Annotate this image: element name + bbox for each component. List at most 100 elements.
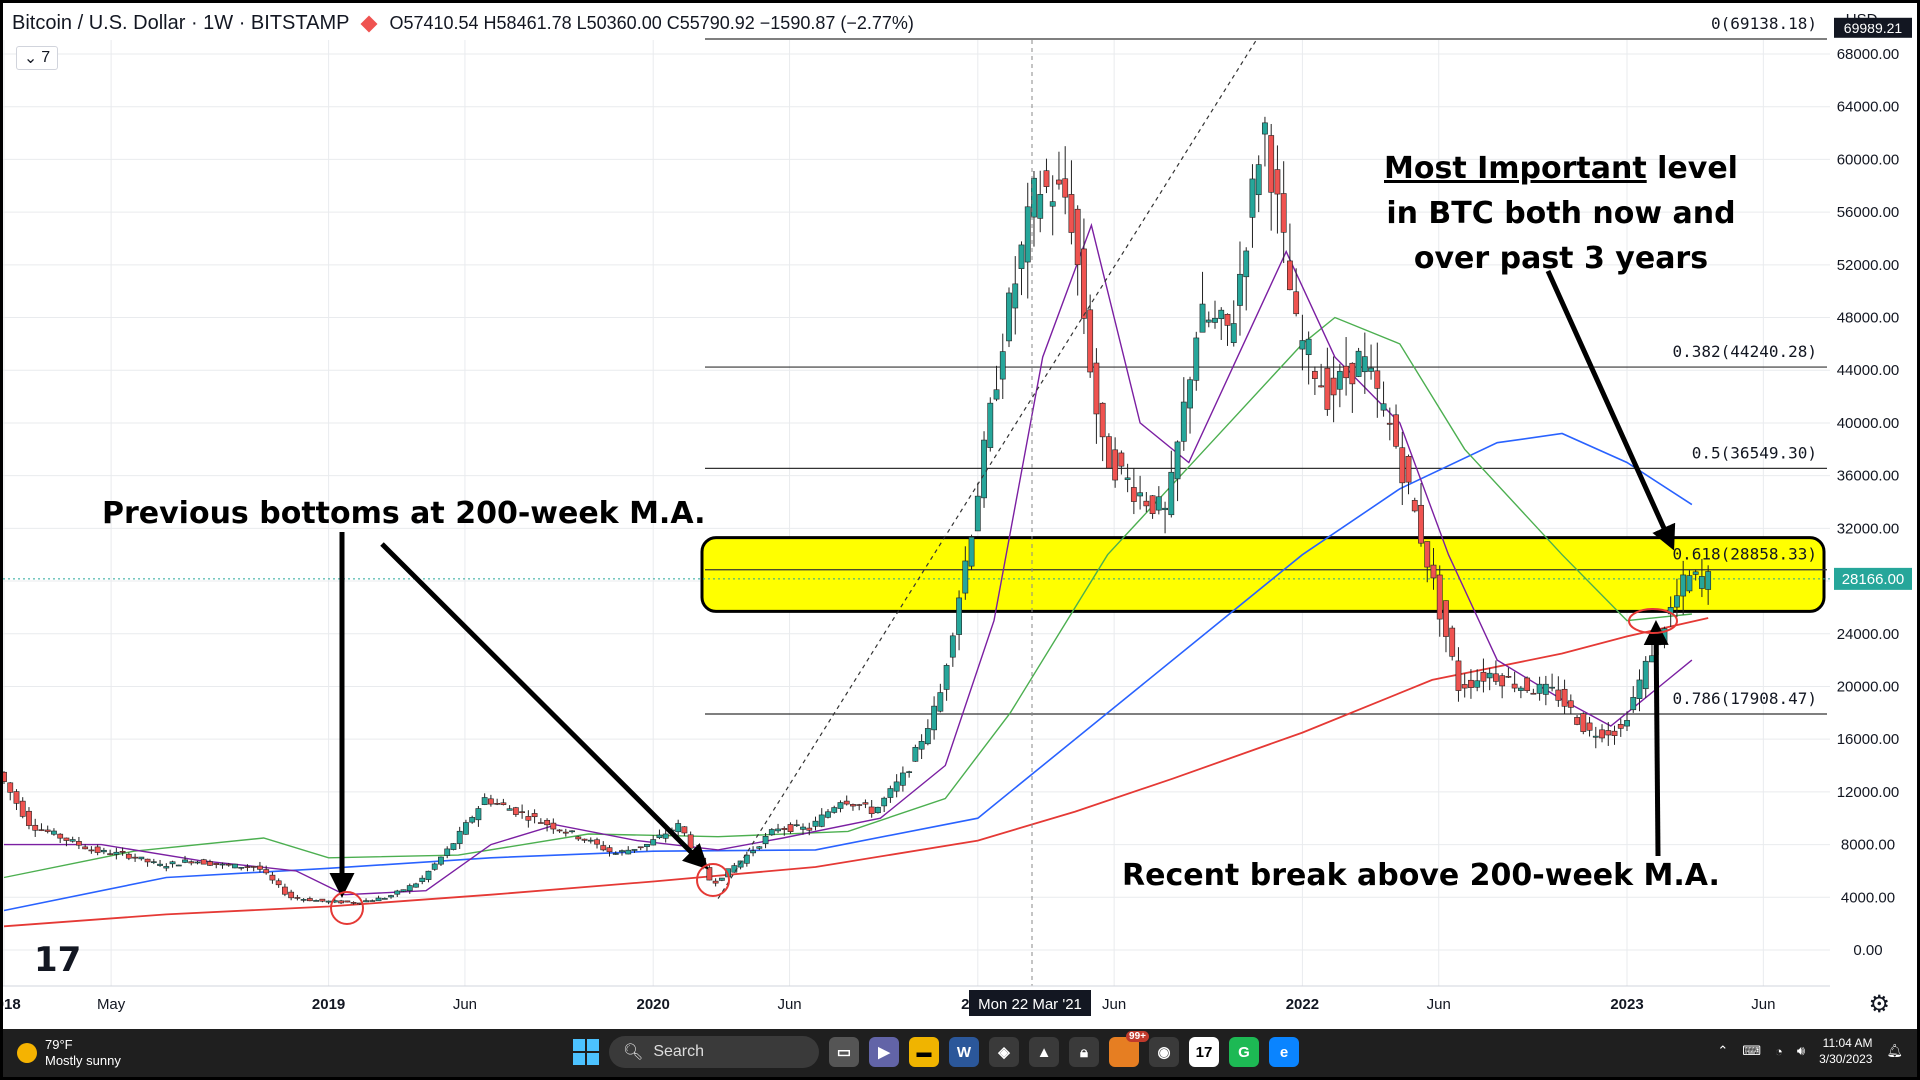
candle-body [506, 808, 513, 811]
candle-body [1212, 317, 1218, 323]
y-tick-label: 44000.00 [1837, 362, 1900, 379]
symbol-title[interactable]: Bitcoin / U.S. Dollar · 1W · BITSTAMP [12, 12, 350, 34]
candle-body [1499, 675, 1506, 687]
indicator-count: 7 [41, 49, 51, 66]
candle-body [125, 853, 132, 859]
candle-body [494, 803, 501, 805]
indicators-toggle-button[interactable]: ⌄ 7 [16, 46, 58, 70]
candle-body [1280, 193, 1287, 233]
chevron-up-icon[interactable]: ⌃ [1717, 1043, 1729, 1058]
candle-body [1630, 697, 1637, 711]
tradingview-taskbar-icon[interactable]: 17 [1189, 1037, 1219, 1067]
tradingview-logo-icon[interactable]: 17 [34, 940, 82, 980]
candle-body [825, 811, 831, 818]
app-icon-1[interactable]: ◈ [989, 1037, 1019, 1067]
candle-body [350, 902, 357, 904]
candle-body [1299, 340, 1306, 350]
candle-body [200, 859, 207, 865]
y-tick-label: 0.00 [1853, 942, 1882, 959]
task-view-icon[interactable]: ▭ [829, 1037, 859, 1067]
clock[interactable]: 11:04 AM 3/30/2023 [1819, 1035, 1872, 1067]
search-icon: 🔍︎ [623, 1044, 644, 1061]
candle-body [94, 846, 101, 853]
sun-icon [17, 1043, 37, 1063]
candle-body [656, 834, 663, 839]
currency-selector[interactable]: USD⌄ [1845, 11, 1890, 28]
candle-body [232, 863, 238, 869]
x-tick-label: 2018 [0, 996, 21, 1013]
candle-body [431, 863, 438, 870]
candle-body [793, 824, 800, 827]
chrome-icon[interactable]: ◉ [1149, 1037, 1179, 1067]
candle-body [1449, 627, 1456, 657]
candle-body [1056, 179, 1062, 185]
notification-bell-icon[interactable]: 🔔︎ [1886, 1043, 1903, 1058]
volume-icon[interactable]: 🔊︎ [1796, 1043, 1806, 1058]
candle-body [1324, 367, 1331, 410]
candle-body [344, 900, 351, 903]
price-chart[interactable]: 0(69138.18) 0.382(44240.28) 0.5(36549.30) 0… [0, 0, 1920, 1020]
candle-body [1224, 313, 1231, 326]
candle-body [743, 854, 750, 864]
weather-widget[interactable]: 79°F Mostly sunny [17, 1037, 217, 1069]
candle-body [987, 402, 994, 448]
candle-body [862, 802, 869, 805]
currency-label: USD [1845, 11, 1878, 28]
candle-body [7, 782, 14, 793]
candle-body [1318, 385, 1325, 388]
wifi-icon[interactable]: ◔ [1775, 1043, 1783, 1059]
candle-body [69, 839, 76, 842]
chart-app-icon[interactable]: ▲ [1029, 1037, 1059, 1067]
file-explorer-icon[interactable]: ▬ [909, 1037, 939, 1067]
x-tick-label: Jun [1427, 996, 1451, 1013]
notifications-app-icon[interactable]: 99+ [1109, 1031, 1149, 1067]
candle-body [300, 899, 307, 901]
fib-trend-line [717, 38, 1258, 899]
candle-body [974, 495, 981, 532]
candle-body [1062, 178, 1069, 198]
candle-body [918, 740, 925, 750]
candle-body [1393, 414, 1399, 447]
candle-body [263, 869, 270, 874]
candle-body [625, 849, 632, 855]
candle-body [612, 853, 619, 855]
candle-body [1355, 350, 1362, 377]
grammarly-icon[interactable]: G [1229, 1037, 1259, 1067]
candle-body [1368, 367, 1374, 372]
candle-body [1374, 370, 1381, 389]
candle-body [1386, 422, 1393, 425]
candle-body [275, 880, 282, 886]
candle-body [1517, 687, 1524, 691]
candle-body [1536, 683, 1543, 694]
windows-start-icon[interactable] [573, 1039, 599, 1065]
candle-body [681, 826, 688, 834]
keyboard-icon[interactable]: ⌨ [1742, 1043, 1762, 1058]
candle-body [1255, 164, 1262, 196]
candle-body [1205, 319, 1212, 323]
x-tick-label: Jun [1102, 996, 1126, 1013]
gear-icon[interactable]: ⚙ [1868, 991, 1890, 1018]
clock-time: 11:04 AM [1822, 1036, 1873, 1050]
y-tick-label: 40000.00 [1837, 415, 1900, 432]
y-tick-label: 48000.00 [1837, 310, 1900, 327]
candle-body [1642, 660, 1649, 690]
teams-icon[interactable]: ▶ [869, 1037, 899, 1067]
candle-body [225, 863, 232, 866]
word-icon[interactable]: W [949, 1037, 979, 1067]
candle-body [1162, 507, 1168, 511]
candle-body [1174, 441, 1181, 480]
candle-body [294, 897, 301, 899]
candle-body [257, 865, 263, 870]
candle-body [1674, 595, 1680, 608]
lock-icon[interactable]: 🔒︎ [1069, 1037, 1099, 1067]
candle-body [756, 846, 763, 849]
candle-body [1692, 571, 1699, 575]
candle-body [1474, 680, 1481, 688]
candle-body [450, 843, 457, 850]
candle-body [800, 826, 806, 830]
taskbar-search[interactable]: 🔍︎ Search [609, 1036, 819, 1068]
candle-body [981, 439, 987, 499]
candle-body [244, 866, 251, 868]
edge-icon[interactable]: e [1269, 1037, 1299, 1067]
candle-body [1018, 244, 1025, 269]
